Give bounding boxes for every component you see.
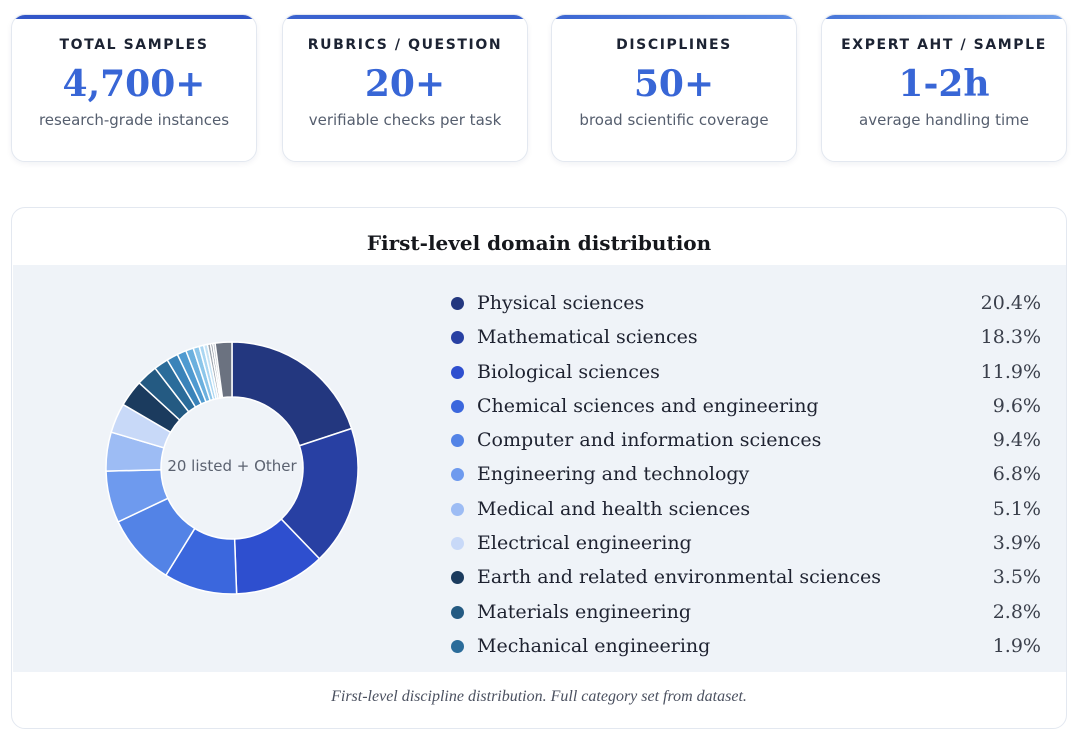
stat-card-total-samples: TOTAL SAMPLES 4,700+ research-grade inst…	[11, 14, 257, 162]
stat-card-expert-aht: EXPERT AHT / SAMPLE 1-2h average handlin…	[821, 14, 1067, 162]
legend-value: 2.8%	[992, 600, 1041, 623]
chart-caption: First-level discipline distribution. Ful…	[331, 688, 747, 705]
legend-item: Earth and related environmental sciences…	[451, 563, 1041, 597]
stat-subtitle: verifiable checks per task	[308, 111, 502, 129]
stat-card-rubrics: RUBRICS / QUESTION 20+ verifiable checks…	[282, 14, 528, 162]
stat-subtitle: research-grade instances	[38, 111, 230, 129]
legend-label: Medical and health sciences	[477, 497, 751, 520]
legend-swatch	[451, 571, 464, 585]
legend-label: Materials engineering	[477, 600, 692, 623]
stat-value: 4,700+	[62, 63, 206, 105]
donut-chart	[105, 341, 359, 595]
chart-area: 20 listed + Other Physical sciences 20.4%…	[13, 265, 1066, 672]
stat-subtitle: broad scientific coverage	[579, 111, 769, 129]
stat-label: DISCIPLINES	[616, 37, 732, 53]
legend-swatch	[451, 468, 464, 482]
legend-label: Computer and information sciences	[477, 429, 822, 452]
legend-label: Engineering and technology	[477, 463, 750, 486]
donut-center-label: 20 listed + Other	[167, 457, 297, 475]
legend-value: 11.9%	[980, 360, 1041, 383]
legend-item: Mathematical sciences 18.3%	[451, 323, 1041, 357]
legend-label: Electrical engineering	[477, 532, 692, 555]
legend-label: Physical sciences	[477, 292, 645, 314]
legend-label: Biological sciences	[477, 360, 660, 383]
stat-value: 1-2h	[898, 63, 990, 105]
legend-swatch	[451, 399, 464, 413]
chart-title: First-level domain distribution	[366, 231, 712, 255]
stat-value: 20+	[364, 63, 446, 105]
stat-label: TOTAL SAMPLES	[59, 37, 209, 53]
legend-label: Earth and related environmental sciences	[477, 566, 881, 589]
legend-item: Materials engineering 2.8%	[451, 598, 1041, 632]
legend-value: 3.9%	[992, 532, 1041, 555]
legend-swatch	[451, 502, 464, 516]
legend-value: 6.8%	[992, 463, 1041, 486]
legend-item: Computer and information sciences 9.4%	[451, 426, 1041, 460]
legend-label: Chemical sciences and engineering	[477, 394, 819, 417]
legend-item: Mechanical engineering 1.9%	[451, 632, 1041, 666]
chart-panel: First-level domain distribution 20 liste…	[11, 207, 1067, 729]
legend-swatch	[451, 297, 464, 310]
legend-swatch	[451, 639, 464, 653]
legend-swatch	[451, 537, 464, 551]
legend-label: Mechanical engineering	[477, 634, 711, 657]
legend-value: 9.6%	[992, 394, 1041, 417]
legend-value: 20.4%	[980, 292, 1041, 314]
legend-item: Chemical sciences and engineering 9.6%	[451, 392, 1041, 426]
legend-swatch	[451, 331, 464, 345]
legend-value: 5.1%	[992, 497, 1041, 520]
legend-item: Medical and health sciences 5.1%	[451, 495, 1041, 529]
legend-item: Engineering and technology 6.8%	[451, 460, 1041, 494]
legend-value: 9.4%	[992, 429, 1041, 452]
stat-value: 50+	[633, 63, 715, 105]
stat-label: RUBRICS / QUESTION	[307, 37, 503, 53]
chart-legend: Physical sciences 20.4% Mathematical scien…	[451, 289, 1041, 666]
donut-slice	[231, 341, 353, 447]
stat-label: EXPERT AHT / SAMPLE	[841, 37, 1047, 53]
stat-card-disciplines: DISCIPLINES 50+ broad scientific coverag…	[551, 14, 797, 162]
legend-swatch	[451, 434, 464, 448]
stat-subtitle: average handling time	[859, 111, 1029, 129]
legend-value: 3.5%	[992, 566, 1041, 589]
legend-item: Physical sciences 20.4%	[451, 289, 1041, 323]
legend-item: Electrical engineering 3.9%	[451, 529, 1041, 563]
legend-label: Mathematical sciences	[477, 326, 698, 349]
legend-value: 18.3%	[980, 326, 1041, 349]
donut-slice	[214, 341, 233, 399]
legend-swatch	[451, 605, 464, 619]
legend-value: 1.9%	[992, 634, 1041, 657]
legend-swatch	[451, 365, 464, 379]
legend-item: Biological sciences 11.9%	[451, 358, 1041, 392]
